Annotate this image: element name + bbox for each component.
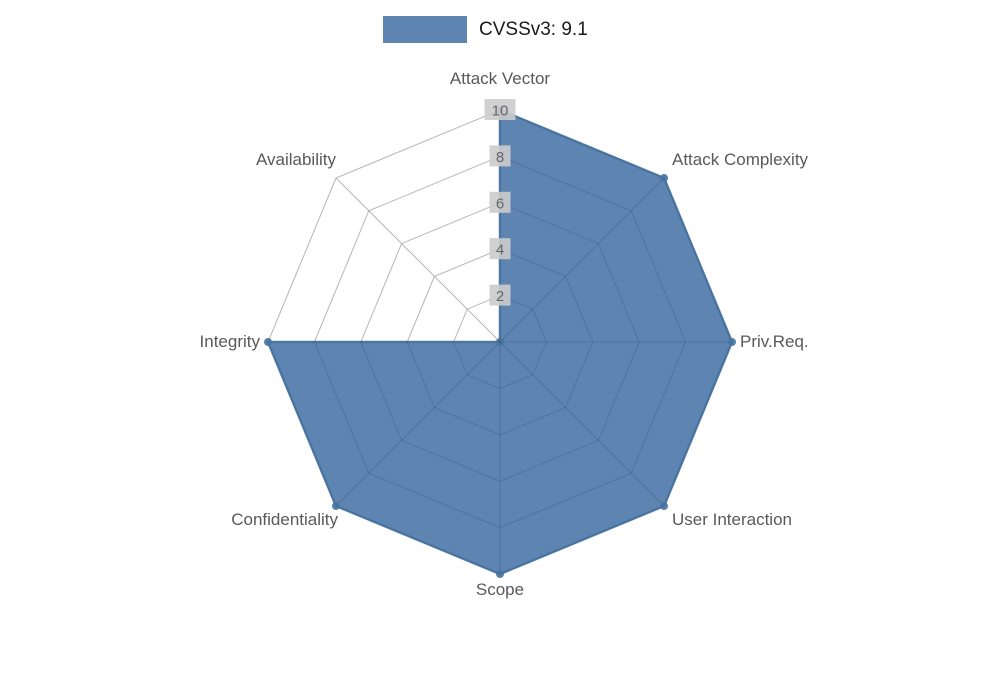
radial-tick-label: 4: [496, 242, 504, 259]
radial-tick-label: 8: [496, 149, 504, 166]
radial-tick-bg: [484, 99, 516, 120]
series-marker: [660, 502, 668, 510]
axis-label-integrity: Integrity: [200, 332, 261, 351]
radial-tick-label: 6: [496, 195, 504, 212]
radial-tick-label: 10: [492, 103, 509, 120]
radial-tick-bg: [489, 284, 511, 306]
series-marker: [660, 174, 668, 182]
axis-label-availability: Availability: [256, 150, 337, 169]
radar-gridline-overlay: [267, 109, 733, 575]
axis-label-priv-req-: Priv.Req.: [740, 332, 809, 351]
radar-spoke-overlay: [335, 177, 501, 343]
radial-tick-bg: [489, 145, 511, 167]
radar-spoke-overlay: [499, 177, 665, 343]
axis-label-scope: Scope: [476, 580, 524, 599]
radar-spoke-overlay: [335, 341, 501, 507]
radial-tick-label: 2: [496, 288, 504, 305]
legend: CVSSv3: 9.1: [383, 16, 588, 43]
legend-label: CVSSv3: 9.1: [479, 18, 588, 40]
series-marker: [264, 338, 272, 346]
radar-grid-overlay: [267, 109, 733, 575]
radar-gridline-overlay: [453, 295, 547, 389]
series-marker: [496, 338, 504, 346]
radar-gridline-overlay: [406, 248, 594, 436]
axis-label-user-interaction: User Interaction: [672, 510, 792, 529]
radar-spoke-overlay: [499, 341, 665, 507]
axis-label-attack-vector: Attack Vector: [450, 69, 550, 88]
series-marker: [496, 570, 504, 578]
radar-spoke: [335, 177, 501, 343]
axis-label-attack-complexity: Attack Complexity: [672, 150, 809, 169]
radar-gridline-overlay: [360, 202, 640, 482]
legend-swatch: [383, 16, 467, 43]
radar-gridline-overlay: [313, 155, 687, 529]
series-marker: [728, 338, 736, 346]
axis-label-confidentiality: Confidentiality: [231, 510, 338, 529]
series-marker: [332, 502, 340, 510]
radial-tick-bg: [489, 238, 511, 260]
radial-tick-bg: [489, 191, 511, 213]
